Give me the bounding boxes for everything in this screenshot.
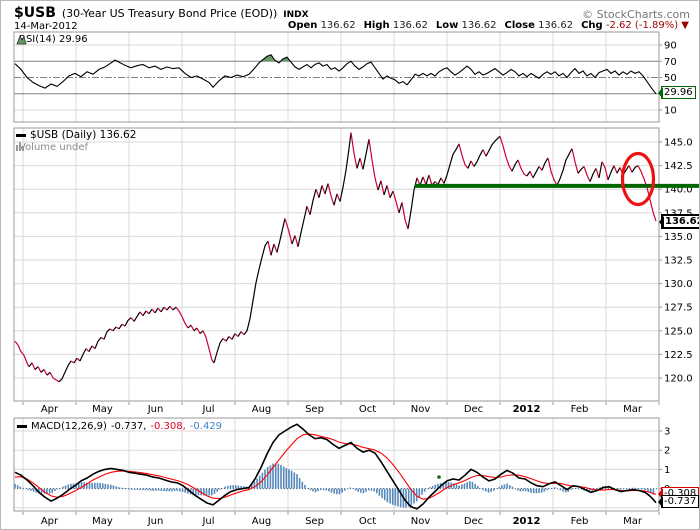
- exchange-label: INDX: [283, 10, 309, 20]
- macd-panel-border: [13, 417, 660, 512]
- svg-text:Feb: Feb: [571, 516, 589, 527]
- svg-text:Aug: Aug: [252, 516, 272, 527]
- price-legend-label: $USB (Daily) 136.62: [30, 129, 137, 141]
- symbol: $USB: [14, 5, 56, 21]
- rsi-overbought-fill: [261, 54, 277, 62]
- svg-text:130.0: 130.0: [664, 279, 693, 290]
- svg-text:May: May: [92, 516, 113, 527]
- volume-legend: Volume undef: [16, 142, 88, 153]
- svg-text:Nov: Nov: [411, 404, 431, 415]
- svg-text:2012: 2012: [513, 404, 541, 415]
- svg-text:Mar: Mar: [623, 404, 643, 415]
- rsi-overbought-fill: [280, 57, 291, 62]
- svg-text:Dec: Dec: [464, 516, 483, 527]
- macd-hist-value: -0.429: [189, 421, 223, 432]
- svg-text:142.5: 142.5: [664, 161, 693, 172]
- rsi-last-value-tag: 29.96: [658, 86, 696, 100]
- svg-text:Jun: Jun: [147, 404, 164, 415]
- macd-legend: MACD(12,26,9) -0.737, -0.308, -0.429: [17, 421, 222, 432]
- svg-text:10: 10: [664, 106, 677, 117]
- svg-text:145.0: 145.0: [664, 138, 693, 149]
- copyright: © StockCharts.com: [582, 8, 690, 21]
- svg-text:Jul: Jul: [201, 516, 214, 527]
- line-swatch-icon: [17, 425, 27, 428]
- x-axis-labels-middle: Apr May Jun Jul Aug Sep Oct Nov Dec 2012 Feb Mar: [22, 402, 660, 415]
- macd-histogram: [14, 463, 655, 508]
- ohlc-quote-row: Open 136.62 High 136.62 Low 136.62 Close…: [288, 20, 689, 31]
- macd-line: [14, 423, 657, 510]
- svg-text:Oct: Oct: [359, 516, 376, 527]
- svg-text:135.0: 135.0: [664, 232, 693, 243]
- svg-text:2012: 2012: [513, 516, 541, 527]
- rsi-legend: RSI(14) 29.96: [16, 34, 88, 45]
- svg-text:140.0: 140.0: [664, 185, 693, 196]
- volume-legend-label: Volume undef: [19, 142, 89, 153]
- line-swatch-icon: [16, 134, 26, 137]
- rsi-line: [14, 54, 657, 95]
- rsi-axis-labels: 90 70 50 10: [659, 41, 677, 117]
- svg-text:120.0: 120.0: [664, 374, 693, 385]
- svg-text:May: May: [92, 404, 113, 415]
- chart-title: $USB (30-Year US Treasury Bond Price (EO…: [14, 5, 309, 21]
- macd-axis-labels: 3210: [659, 427, 670, 495]
- quote-low: Low 136.62: [435, 20, 497, 31]
- rsi-legend-label: RSI(14) 29.96: [19, 34, 88, 45]
- svg-text:70: 70: [664, 57, 677, 68]
- price-axis-labels: 145.0142.5140.0137.5135.0132.5130.0127.5…: [659, 138, 693, 385]
- svg-text:2: 2: [664, 446, 670, 457]
- svg-text:127.5: 127.5: [664, 303, 693, 314]
- quote-open: Open 136.62: [287, 20, 356, 31]
- svg-text:Dec: Dec: [464, 404, 483, 415]
- svg-text:90: 90: [664, 41, 677, 52]
- svg-text:Apr: Apr: [41, 516, 59, 527]
- price-line: [14, 132, 657, 383]
- svg-text:125.0: 125.0: [664, 326, 693, 337]
- annotation-circle: [620, 151, 656, 207]
- macd-month-gridlines: [22, 418, 607, 511]
- x-axis-labels-bottom: Apr May Jun Jul Aug Sep Oct Nov Dec 2012 Feb Mar: [22, 512, 660, 527]
- svg-text:Feb: Feb: [571, 404, 589, 415]
- svg-text:122.5: 122.5: [664, 350, 693, 361]
- svg-text:Oct: Oct: [359, 404, 376, 415]
- svg-text:Sep: Sep: [305, 404, 324, 415]
- price-month-gridlines: [22, 128, 607, 401]
- down-arrow-icon: ▼: [681, 20, 689, 31]
- macd-value: -0.737,: [110, 421, 147, 432]
- macd-signal-value: -0.308,: [150, 421, 186, 432]
- macd-legend-name: MACD(12,26,9): [31, 421, 107, 432]
- svg-text:Nov: Nov: [411, 516, 431, 527]
- quote-close: Close 136.62: [504, 20, 574, 31]
- price-panel-border: [13, 127, 660, 402]
- quote-change: Chg -2.62 (-1.89%) ▼: [581, 20, 689, 31]
- svg-text:132.5: 132.5: [664, 256, 693, 267]
- price-legend: $USB (Daily) 136.62: [16, 130, 136, 141]
- quote-high: High 136.62: [363, 20, 428, 31]
- svg-text:50: 50: [664, 73, 677, 84]
- svg-text:Sep: Sep: [305, 516, 324, 527]
- svg-text:Mar: Mar: [623, 516, 643, 527]
- symbol-description: (30-Year US Treasury Bond Price (EOD)): [61, 7, 278, 20]
- chart-date: 14-Mar-2012: [14, 21, 78, 32]
- price-last-value-tag: 136.62: [659, 213, 699, 229]
- svg-text:3: 3: [664, 427, 670, 438]
- svg-text:Apr: Apr: [41, 404, 59, 415]
- svg-text:Jun: Jun: [147, 516, 164, 527]
- macd-last-value-tag: -0.737: [657, 495, 699, 509]
- svg-text:Aug: Aug: [252, 404, 272, 415]
- svg-text:1: 1: [664, 465, 670, 476]
- svg-text:Jul: Jul: [201, 404, 214, 415]
- macd-marker-dot: [437, 475, 441, 479]
